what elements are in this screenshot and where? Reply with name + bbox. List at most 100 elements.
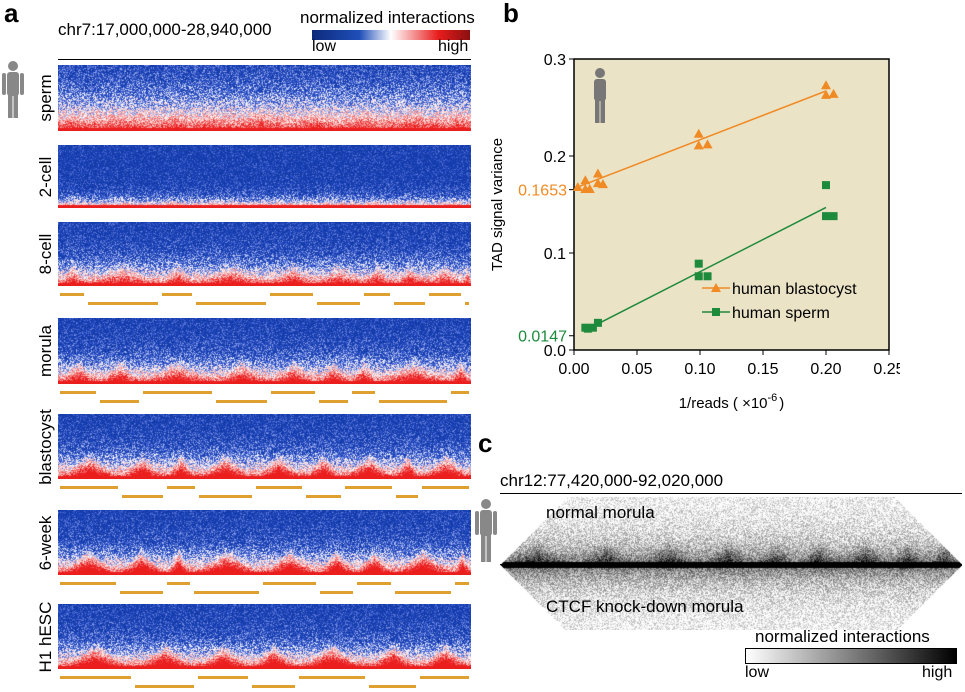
tad-bar <box>270 293 313 296</box>
body <box>594 79 606 101</box>
tad-bar <box>122 495 163 498</box>
tad-bar <box>193 591 260 594</box>
leg <box>595 99 600 123</box>
colorbar-c <box>745 648 957 664</box>
y-tick-label: 0.3 <box>544 52 566 69</box>
y-axis-label: TAD signal variance <box>489 138 506 271</box>
x-tick-label: 0.20 <box>810 361 841 378</box>
data-point <box>592 168 603 178</box>
tad-bar <box>251 685 295 688</box>
x-axis-label: 1/reads ( ×10-6) <box>679 392 785 412</box>
human-icon-c <box>475 499 497 562</box>
tad-bar <box>305 495 341 498</box>
heatmap-0 <box>58 65 471 131</box>
tad-bar <box>428 293 461 296</box>
row-label: H1 hESC <box>36 601 55 672</box>
tad-bar <box>88 302 158 305</box>
heatmap-3 <box>58 318 471 384</box>
data-point <box>694 272 703 281</box>
leg <box>600 99 605 123</box>
tad-bar <box>344 486 392 489</box>
data-point <box>572 182 583 192</box>
colorbar-a-high: high <box>438 38 469 55</box>
row-label: sperm <box>36 74 55 122</box>
intercept-label-sperm: 0.0147 <box>518 329 567 346</box>
tad-bar <box>60 676 131 679</box>
tad-bar <box>196 302 267 305</box>
tad-bar <box>422 486 469 489</box>
data-point <box>702 139 713 149</box>
axis-c <box>500 493 962 494</box>
tad-bar <box>351 391 376 394</box>
human-icon-b <box>594 68 606 123</box>
x-label-exp: -6 <box>768 392 778 404</box>
fit-line-1 <box>597 206 827 325</box>
x-label-end: ) <box>779 395 784 412</box>
tad-bar <box>464 302 469 305</box>
tad-bar <box>271 391 315 394</box>
heatmap-1 <box>58 145 471 208</box>
plot-area <box>573 58 890 351</box>
y-tick-label: 0.0 <box>544 343 566 360</box>
tad-bar <box>263 582 316 585</box>
tad-bar <box>60 486 119 489</box>
panel-c-region: chr12:77,420,000-92,020,000 <box>500 471 724 490</box>
data-point <box>580 175 591 185</box>
legend-label: human blastocyst <box>732 281 857 298</box>
tad-bar <box>143 391 212 394</box>
tad-bar <box>60 293 84 296</box>
tad-bar <box>451 391 469 394</box>
label-normal-morula: normal morula <box>546 503 655 522</box>
tad-bar <box>318 400 348 403</box>
data-point <box>693 140 704 150</box>
heatmap-6 <box>58 604 471 669</box>
tad-bar <box>255 486 302 489</box>
axis-a <box>58 59 471 60</box>
colorbar-c-low: low <box>745 664 770 681</box>
y-tick-label: 0.1 <box>544 246 566 263</box>
tad-bar <box>316 302 360 305</box>
data-point <box>821 89 831 99</box>
heatmap-5 <box>58 510 471 575</box>
colorbar-a <box>312 30 470 40</box>
tad-bar <box>161 293 193 296</box>
x-tick-label: 0.00 <box>558 361 589 378</box>
tad-bar <box>119 591 164 594</box>
panel-c-label: c <box>478 428 493 458</box>
tad-bar <box>394 591 451 594</box>
row-label: morula <box>36 325 55 377</box>
tad-bar <box>198 676 248 679</box>
row-label: 8-cell <box>36 233 55 275</box>
data-point <box>597 179 608 189</box>
fit-line-0 <box>577 90 827 188</box>
data-point <box>822 212 830 221</box>
y-tick-label: 0.2 <box>544 149 566 166</box>
colorbar-a-low: low <box>312 38 337 55</box>
data-point <box>588 323 597 332</box>
scatter-plot: 0.00 0.05 0.10 0.15 0.20 0.25 0.0 0.1 0.2 0.3 0.16… <box>489 52 900 412</box>
panel-a-label: a <box>4 0 19 28</box>
x-tick-label: 0.15 <box>747 361 778 378</box>
legend-marker <box>712 308 720 316</box>
colorbar-a-title: normalized interactions <box>300 8 475 27</box>
data-point <box>694 259 703 268</box>
tad-bar <box>454 582 469 585</box>
data-point <box>828 88 839 98</box>
tad-bar <box>298 676 366 679</box>
row-label: 2-cell <box>36 156 55 197</box>
tad-bar <box>60 582 116 585</box>
tad-bar <box>99 400 140 403</box>
panel-a-region: chr7:17,000,000-28,940,000 <box>58 20 272 39</box>
tad-bar <box>198 495 252 498</box>
heatmap-4 <box>58 414 471 479</box>
colorbar-c-title: normalized interactions <box>755 627 930 646</box>
tad-bar <box>134 685 195 688</box>
human-icon <box>2 61 24 118</box>
tad-bar <box>395 495 419 498</box>
data-point <box>822 181 830 190</box>
tad-bar <box>215 400 268 403</box>
data-point <box>593 318 602 327</box>
data-point <box>821 80 831 90</box>
x-label-main: 1/reads ( ×10 <box>679 395 768 412</box>
